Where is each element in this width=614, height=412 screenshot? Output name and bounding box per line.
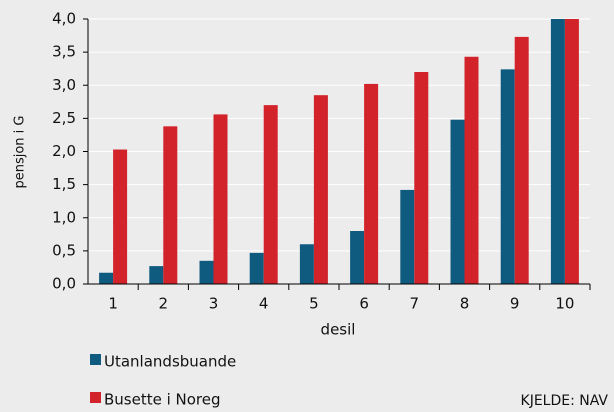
y-tick-label: 2,0 xyxy=(52,142,76,160)
legend-label: Utanlandsbuande xyxy=(104,353,236,371)
legend-label: Busette i Noreg xyxy=(104,391,221,409)
bar xyxy=(500,69,515,284)
y-tick-label: 0,0 xyxy=(52,275,76,293)
x-tick-label: 2 xyxy=(159,295,169,313)
bar xyxy=(564,19,579,284)
bar xyxy=(299,244,314,284)
bar xyxy=(249,252,264,284)
x-tick-label: 7 xyxy=(410,295,420,313)
bar xyxy=(313,95,328,284)
bar xyxy=(350,231,365,284)
x-tick-label: 1 xyxy=(108,295,118,313)
y-tick-label: 3,5 xyxy=(52,43,76,61)
y-tick-label: 2,5 xyxy=(52,109,76,127)
x-tick-label: 4 xyxy=(259,295,269,313)
bar xyxy=(514,36,529,285)
y-tick-label: 1,5 xyxy=(52,175,76,193)
legend-swatch xyxy=(90,354,101,365)
bar xyxy=(364,83,379,284)
bar xyxy=(450,119,465,284)
bar xyxy=(163,126,178,284)
x-tick-label: 6 xyxy=(359,295,369,313)
y-tick-label: 4,0 xyxy=(52,10,76,28)
bar xyxy=(464,56,479,285)
bar xyxy=(550,19,565,284)
bar xyxy=(99,272,114,284)
y-tick-label: 0,5 xyxy=(52,241,76,259)
x-tick-label: 3 xyxy=(209,295,219,313)
bar xyxy=(414,72,429,284)
y-tick-label: 3,0 xyxy=(52,76,76,94)
y-axis-label: pensjon i G xyxy=(13,115,28,188)
x-tick-label: 5 xyxy=(309,295,319,313)
x-tick-label: 10 xyxy=(555,295,574,313)
source: KJELDE: NAV xyxy=(521,393,609,409)
legend-swatch xyxy=(90,392,101,403)
bar xyxy=(263,105,278,284)
x-tick-label: 8 xyxy=(460,295,470,313)
bar xyxy=(199,260,214,284)
y-tick-label: 1,0 xyxy=(52,208,76,226)
bar xyxy=(113,149,128,284)
bar xyxy=(400,189,415,284)
bar xyxy=(213,114,228,285)
x-tick-label: 9 xyxy=(510,295,520,313)
bar xyxy=(149,266,164,284)
x-axis-label: desil xyxy=(321,321,356,339)
